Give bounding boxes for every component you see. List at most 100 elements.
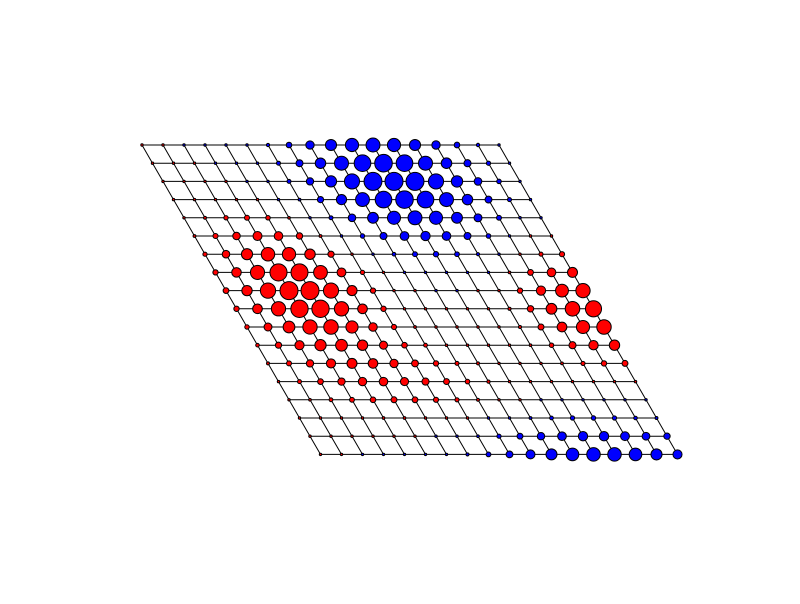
positive-site [444, 452, 449, 457]
positive-site [507, 234, 512, 238]
lattice-edge [446, 272, 458, 291]
positive-site [224, 143, 228, 147]
negative-site [518, 361, 522, 366]
negative-site [325, 358, 337, 369]
negative-site [537, 323, 545, 331]
lattice-edge [257, 344, 269, 364]
positive-site [439, 192, 454, 208]
negative-site [411, 396, 419, 404]
negative-site [221, 249, 231, 259]
lattice-edge [257, 199, 269, 219]
lattice-edge [540, 399, 552, 419]
positive-site [441, 231, 452, 241]
negative-site [402, 416, 407, 420]
negative-site [300, 281, 320, 301]
positive-site [476, 434, 480, 439]
lattice-edge [309, 399, 321, 419]
positive-site [465, 452, 470, 457]
negative-site [580, 360, 586, 366]
negative-site [346, 285, 358, 297]
positive-site [581, 398, 585, 402]
negative-site [517, 324, 523, 330]
negative-site [526, 305, 535, 313]
lattice-edge [414, 435, 426, 455]
negative-site [357, 376, 368, 387]
negative-site [270, 301, 287, 317]
lattice-edge [477, 435, 489, 455]
lattice-edge [393, 326, 405, 346]
positive-site [507, 416, 512, 420]
negative-site [432, 396, 440, 403]
lattice-edge [498, 253, 510, 273]
positive-site [465, 270, 470, 275]
positive-site [402, 270, 407, 275]
lattice-edge [540, 363, 552, 382]
lattice-edge [246, 181, 258, 200]
negative-site [399, 377, 410, 387]
negative-site [570, 379, 575, 384]
positive-site [417, 155, 434, 171]
positive-site [518, 216, 522, 220]
lattice-edge [183, 217, 195, 237]
positive-site [463, 159, 472, 168]
negative-site [243, 214, 251, 221]
positive-site [475, 142, 481, 148]
negative-site [286, 360, 292, 367]
positive-site [565, 447, 580, 462]
positive-site [335, 194, 348, 206]
lattice-edge [362, 272, 374, 291]
negative-site [596, 319, 612, 335]
lattice-edge [519, 363, 531, 382]
negative-site [423, 307, 428, 311]
negative-site [161, 179, 165, 184]
lattice-edge [320, 417, 332, 437]
positive-site [549, 415, 554, 421]
negative-site [380, 305, 387, 312]
negative-site [633, 379, 638, 384]
lattice-edge [162, 144, 174, 164]
lattice-edge [246, 326, 258, 346]
negative-site [304, 248, 316, 260]
negative-site [371, 434, 375, 438]
lattice-edge [435, 399, 447, 419]
lattice-edge [498, 326, 510, 346]
negative-site [575, 282, 591, 299]
negative-site [444, 307, 449, 311]
positive-site [334, 155, 349, 171]
negative-site [273, 231, 284, 241]
lattice-edge [624, 399, 636, 419]
lattice-edge [467, 272, 479, 291]
lattice-edge [614, 381, 626, 401]
negative-site [244, 324, 250, 330]
negative-site [345, 320, 359, 334]
lattice-edge [278, 199, 290, 219]
positive-site [528, 197, 533, 202]
lattice-edge [278, 381, 290, 401]
negative-site [381, 270, 386, 275]
lattice-edge [173, 162, 185, 182]
negative-site [308, 397, 312, 402]
negative-site [260, 246, 276, 262]
lattice-edge [183, 181, 195, 200]
positive-site [486, 270, 491, 275]
lattice-edge [393, 435, 405, 455]
negative-site [266, 361, 270, 366]
positive-site [484, 195, 493, 204]
lattice-edge [204, 217, 216, 237]
negative-site [339, 452, 344, 457]
lattice-edge [204, 253, 216, 273]
negative-site [455, 325, 459, 329]
lattice-edge [456, 399, 468, 419]
negative-site [265, 215, 271, 221]
lattice-edge [383, 308, 395, 328]
negative-site [279, 281, 299, 301]
negative-site [476, 397, 480, 402]
negative-site [568, 341, 577, 350]
negative-site [560, 361, 564, 366]
lattice-edge [477, 144, 489, 164]
positive-site [395, 190, 414, 209]
negative-site [281, 247, 297, 262]
negative-site [608, 339, 621, 351]
lattice-edge [414, 290, 426, 310]
